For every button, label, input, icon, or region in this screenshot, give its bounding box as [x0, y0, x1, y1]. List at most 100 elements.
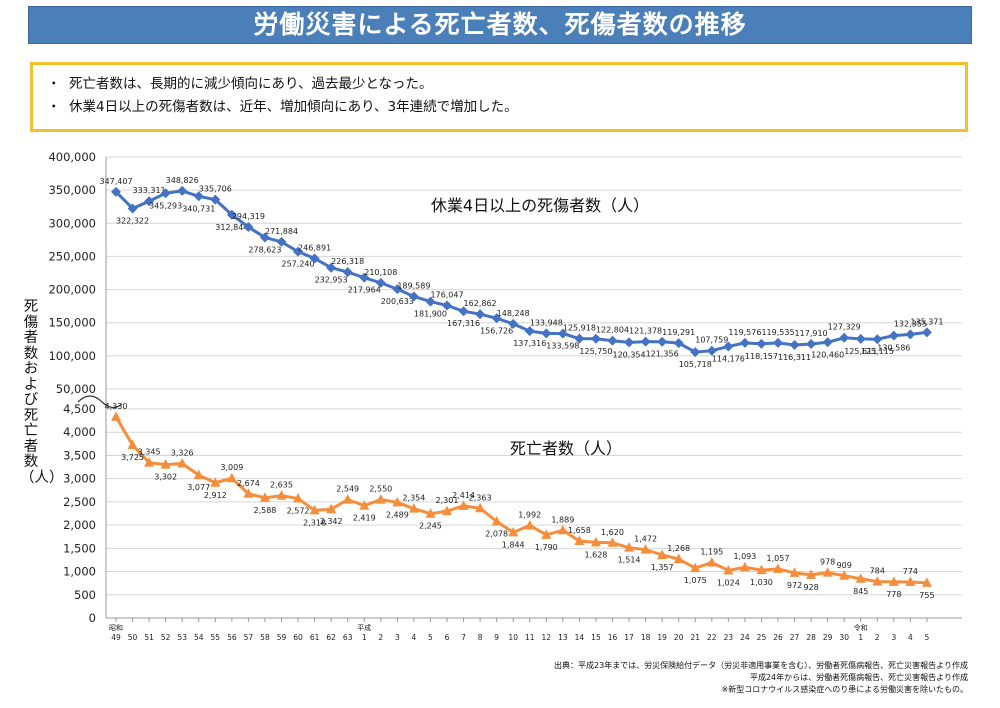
x-tick-label: 5 [428, 633, 433, 642]
deaths-data-label: 2,674 [237, 479, 260, 488]
deaths-marker [111, 411, 121, 421]
casualties-marker [375, 277, 386, 288]
x-tick-label: 19 [657, 633, 667, 642]
x-tick-label: 52 [161, 633, 171, 642]
deaths-data-label: 2,414 [452, 491, 475, 500]
casualties-data-label: 232,953 [315, 276, 348, 285]
casualties-marker [160, 188, 171, 199]
deaths-marker [243, 488, 254, 498]
casualties-data-label: 121,378 [629, 327, 662, 336]
deaths-marker [259, 492, 270, 502]
deaths-data-label: 3,326 [171, 449, 194, 458]
deaths-data-label: 2,078 [485, 529, 508, 538]
casualties-marker [425, 296, 436, 307]
source-note-2: 平成24年からは、労働者死傷病報告、死亡災害報告より作成 [749, 673, 968, 682]
casualties-data-label: 127,329 [828, 323, 861, 332]
deaths-marker [160, 459, 171, 469]
casualties-data-label: 167,316 [447, 319, 480, 328]
casualties-marker [706, 345, 717, 356]
casualties-data-label: 121,356 [646, 350, 679, 359]
casualties-data-label: 133,948 [530, 318, 563, 327]
casualties-marker [921, 327, 932, 338]
casualties-marker [309, 253, 320, 264]
deaths-data-label: 1,992 [518, 510, 541, 519]
casualties-data-label: 125,115 [861, 347, 894, 356]
x-tick-label: 30 [839, 633, 849, 642]
casualties-data-label: 122,804 [596, 326, 629, 335]
casualties-data-label: 125,611 [844, 347, 877, 356]
casualties-marker [359, 272, 370, 283]
casualties-marker [756, 338, 767, 349]
casualties-data-label: 119,576 [728, 328, 761, 337]
axis-break-mark [77, 395, 103, 403]
y-tick-label: 1,000 [63, 565, 96, 579]
casualties-marker [574, 333, 585, 344]
casualties-marker [193, 191, 204, 202]
deaths-marker [326, 503, 337, 514]
summary-item: ・死亡者数は、長期的に減少傾向にあり、過去最少となった。 [47, 73, 965, 96]
deaths-marker [773, 563, 783, 573]
y-tick-label: 3,500 [63, 448, 96, 462]
deaths-marker [806, 569, 817, 579]
axis-break-mark [101, 401, 123, 409]
deaths-data-label: 1,357 [651, 563, 674, 572]
deaths-data-label: 909 [837, 561, 852, 570]
bullet-mark: ・ [47, 99, 61, 115]
casualties-data-label: 119,291 [662, 328, 695, 337]
deaths-data-label: 2,912 [204, 491, 227, 500]
x-tick-label: 28 [806, 633, 816, 642]
casualties-data-label: 162,862 [464, 299, 497, 308]
casualties-marker [144, 196, 155, 207]
x-tick-label: 16 [608, 633, 618, 642]
deaths-marker [640, 544, 651, 554]
casualties-data-label: 116,311 [778, 353, 811, 362]
deaths-marker [210, 477, 221, 487]
x-tick-label: 23 [724, 633, 734, 642]
casualties-data-label: 189,589 [397, 281, 430, 290]
y-tick-label: 350,000 [48, 183, 96, 197]
deaths-data-label: 978 [820, 558, 835, 567]
x-tick-label: 10 [508, 633, 518, 642]
deaths-marker [739, 561, 750, 572]
x-tick-label: 4 [412, 633, 417, 642]
casualties-data-label: 340,731 [182, 204, 215, 213]
casualties-marker [524, 326, 535, 337]
deaths-data-label: 1,075 [684, 576, 707, 585]
bullet-mark: ・ [47, 76, 61, 92]
casualties-marker [177, 185, 188, 196]
casualties-data-label: 105,718 [679, 360, 712, 369]
casualties-data-label: 226,318 [331, 257, 364, 266]
casualties-marker [624, 337, 635, 348]
x-tick-label: 7 [461, 633, 466, 642]
x-tick-label: 26 [773, 633, 783, 642]
casualties-marker [342, 267, 353, 278]
deaths-data-label: 2,588 [253, 506, 276, 515]
casualties-marker [508, 318, 519, 329]
casualties-marker [259, 232, 270, 243]
casualties-data-label: 107,759 [695, 336, 728, 345]
deaths-marker [309, 504, 320, 515]
x-tick-label: 63 [343, 633, 353, 642]
deaths-marker [491, 515, 502, 526]
casualties-data-label: 119,535 [761, 328, 794, 337]
casualties-data-label: 278,623 [248, 245, 281, 254]
casualties-marker [442, 300, 452, 311]
x-tick-label: 3 [395, 633, 400, 642]
y-tick-label: 4,000 [63, 425, 96, 439]
casualties-data-label: 345,293 [149, 201, 182, 210]
deaths-data-label: 1,195 [700, 547, 723, 556]
x-tick-label: 2 [378, 633, 383, 642]
summary-text: 休業4日以上の死傷者数は、近年、増加傾向にあり、3年連続で増加した。 [69, 99, 518, 115]
deaths-marker [756, 564, 767, 575]
casualties-marker [673, 338, 684, 349]
deaths-marker [226, 472, 237, 483]
casualties-data-label: 181,900 [414, 310, 447, 319]
casualties-data-label: 125,918 [563, 324, 596, 333]
deaths-marker [888, 576, 899, 586]
casualties-data-label: 148,248 [497, 309, 530, 318]
deaths-data-label: 2,489 [386, 510, 409, 519]
casualties-marker [839, 332, 850, 343]
deaths-data-label: 2,245 [419, 522, 442, 531]
casualties-marker [690, 347, 701, 358]
deaths-data-label: 3,009 [220, 463, 243, 472]
